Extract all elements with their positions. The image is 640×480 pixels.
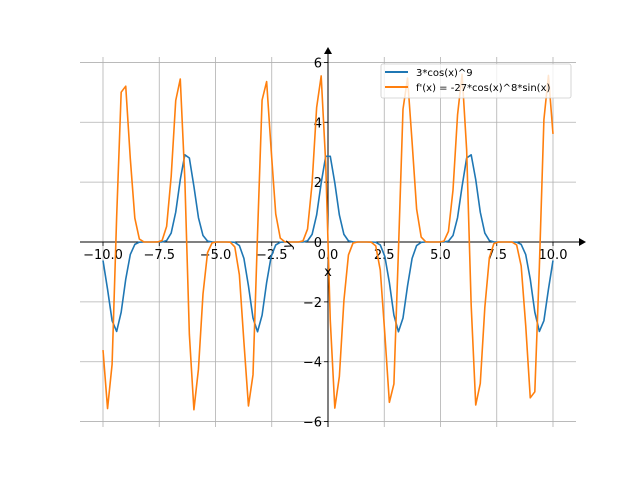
y-tick-label: 6 [314,56,322,71]
x-axis-arrow [579,238,586,246]
legend: 3*cos(x)^9 f'(x) = -27*cos(x)^8*sin(x) [380,63,572,99]
y-tick-label: −6 [303,416,322,431]
x-tick-label: 10.0 [539,248,568,263]
x-tick-label: −5.0 [200,248,232,263]
legend-label-0: 3*cos(x)^9 [416,68,473,79]
y-tick-label: −2 [303,296,322,311]
series-line-1 [102,73,554,411]
x-tick-label: 5.0 [430,248,451,263]
series-line-0 [102,153,554,333]
x-tick-label: −7.5 [143,248,175,263]
y-tick-label: 0 [314,236,322,251]
y-axis-arrow [324,47,332,54]
y-tick-label: 2 [314,176,322,191]
x-tick-label: −10.0 [83,248,123,263]
series-lines [102,73,554,411]
y-tick-label: −4 [303,356,322,371]
y-tick-label: 4 [314,116,322,131]
legend-label-1: f'(x) = -27*cos(x)^8*sin(x) [416,83,550,94]
x-axis-label: x [324,265,332,280]
